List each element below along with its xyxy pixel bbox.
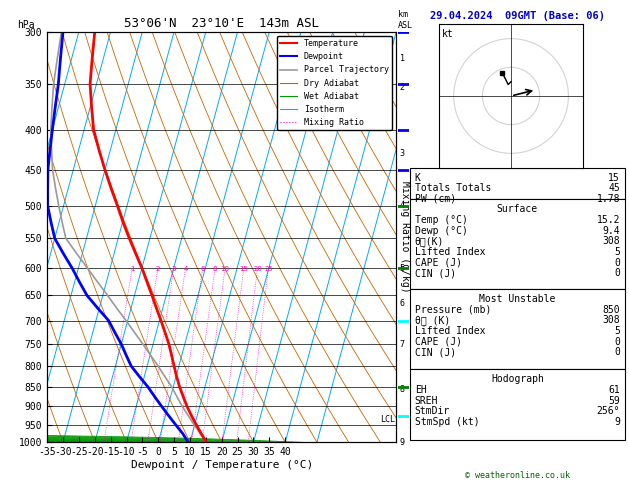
Text: 0: 0 — [614, 337, 620, 347]
Text: 3: 3 — [172, 266, 176, 272]
Text: 308: 308 — [603, 315, 620, 326]
Text: 9: 9 — [614, 417, 620, 427]
Text: 6: 6 — [400, 299, 404, 309]
Text: 8: 8 — [400, 385, 404, 394]
Text: 29.04.2024  09GMT (Base: 06): 29.04.2024 09GMT (Base: 06) — [430, 11, 605, 21]
Text: km
ASL: km ASL — [398, 10, 413, 30]
Text: StmDir: StmDir — [415, 406, 450, 417]
Text: © weatheronline.co.uk: © weatheronline.co.uk — [465, 471, 570, 480]
Text: 1: 1 — [400, 53, 404, 63]
Text: 2: 2 — [156, 266, 160, 272]
Text: 1: 1 — [130, 266, 135, 272]
Text: K: K — [415, 173, 421, 183]
Text: Most Unstable: Most Unstable — [479, 294, 555, 304]
Text: 308: 308 — [603, 236, 620, 246]
Text: LCL: LCL — [380, 415, 394, 424]
Text: 2: 2 — [400, 83, 404, 91]
Text: 1.78: 1.78 — [596, 194, 620, 204]
Text: CIN (J): CIN (J) — [415, 268, 456, 278]
Text: CAPE (J): CAPE (J) — [415, 337, 462, 347]
Text: Temp (°C): Temp (°C) — [415, 215, 467, 225]
Text: Surface: Surface — [497, 204, 538, 214]
Text: kt: kt — [442, 29, 454, 38]
FancyBboxPatch shape — [410, 168, 625, 199]
Text: Pressure (mb): Pressure (mb) — [415, 305, 491, 315]
Text: 0: 0 — [614, 347, 620, 358]
Text: 25: 25 — [264, 266, 273, 272]
Text: θᴄ (K): θᴄ (K) — [415, 315, 450, 326]
Text: Lifted Index: Lifted Index — [415, 247, 485, 257]
Text: 15.2: 15.2 — [596, 215, 620, 225]
Text: 4: 4 — [400, 201, 404, 210]
Text: Hodograph: Hodograph — [491, 374, 544, 384]
Text: θᴄ(K): θᴄ(K) — [415, 236, 444, 246]
Text: PW (cm): PW (cm) — [415, 194, 456, 204]
Text: 0: 0 — [614, 258, 620, 268]
Text: 8: 8 — [213, 266, 218, 272]
Text: 20: 20 — [253, 266, 262, 272]
Text: Lifted Index: Lifted Index — [415, 326, 485, 336]
Text: 5: 5 — [614, 326, 620, 336]
Text: 4: 4 — [183, 266, 187, 272]
Text: EH: EH — [415, 385, 426, 395]
Title: 53°06'N  23°10'E  143m ASL: 53°06'N 23°10'E 143m ASL — [124, 17, 320, 31]
Text: CIN (J): CIN (J) — [415, 347, 456, 358]
Legend: Temperature, Dewpoint, Parcel Trajectory, Dry Adiabat, Wet Adiabat, Isotherm, Mi: Temperature, Dewpoint, Parcel Trajectory… — [277, 36, 392, 130]
Text: 59: 59 — [608, 396, 620, 406]
Text: 45: 45 — [608, 183, 620, 193]
Text: hPa: hPa — [18, 19, 35, 30]
Text: CAPE (J): CAPE (J) — [415, 258, 462, 268]
Text: 7: 7 — [400, 340, 404, 348]
Text: Dewp (°C): Dewp (°C) — [415, 226, 467, 236]
Text: 3: 3 — [400, 149, 404, 158]
Text: 15: 15 — [240, 266, 248, 272]
Text: 0: 0 — [614, 268, 620, 278]
Text: 61: 61 — [608, 385, 620, 395]
Y-axis label: Mixing Ratio (g/kg): Mixing Ratio (g/kg) — [400, 181, 410, 293]
Text: 9: 9 — [400, 438, 404, 447]
Text: Totals Totals: Totals Totals — [415, 183, 491, 193]
FancyBboxPatch shape — [410, 369, 625, 440]
Text: 6: 6 — [200, 266, 205, 272]
Text: 5: 5 — [400, 263, 404, 273]
Text: 15: 15 — [608, 173, 620, 183]
Text: 256°: 256° — [596, 406, 620, 417]
Text: 850: 850 — [603, 305, 620, 315]
Text: StmSpd (kt): StmSpd (kt) — [415, 417, 479, 427]
Text: SREH: SREH — [415, 396, 438, 406]
Text: 10: 10 — [221, 266, 230, 272]
FancyBboxPatch shape — [410, 199, 625, 289]
FancyBboxPatch shape — [410, 289, 625, 369]
X-axis label: Dewpoint / Temperature (°C): Dewpoint / Temperature (°C) — [131, 460, 313, 470]
Text: 9.4: 9.4 — [603, 226, 620, 236]
Text: 5: 5 — [614, 247, 620, 257]
